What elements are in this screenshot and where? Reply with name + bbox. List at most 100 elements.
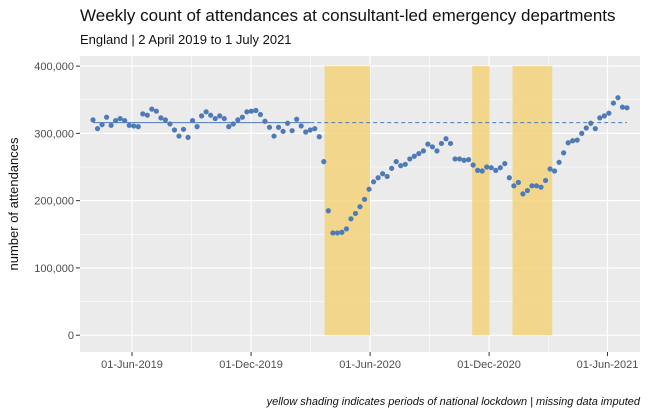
data-point <box>416 150 422 157</box>
data-point <box>189 117 196 124</box>
y-axis: 0 100,000 200,000 300,000 400,000 <box>34 61 80 342</box>
data-point <box>294 116 300 122</box>
data-point <box>529 183 535 189</box>
data-point <box>90 117 96 123</box>
data-point <box>479 168 485 174</box>
data-point <box>103 114 110 120</box>
data-point <box>475 167 481 173</box>
data-point <box>375 175 381 181</box>
data-point <box>303 129 309 135</box>
data-point <box>280 128 286 134</box>
data-point <box>370 179 377 185</box>
data-point <box>352 210 359 217</box>
data-point <box>117 115 123 122</box>
data-point <box>561 150 567 156</box>
data-point <box>94 126 101 132</box>
data-point <box>321 159 327 165</box>
data-point <box>135 124 141 130</box>
data-point <box>592 126 598 132</box>
data-point <box>565 140 571 146</box>
data-point <box>538 184 544 190</box>
data-point <box>579 130 585 136</box>
chart-title: Weekly count of attendances at consultan… <box>80 6 616 25</box>
data-point <box>393 159 399 165</box>
data-point <box>230 121 236 127</box>
data-point <box>556 159 562 165</box>
data-point <box>307 127 313 133</box>
y-tick-label: 400,000 <box>34 61 74 73</box>
x-tick-label: 01-Jun-2019 <box>101 359 163 371</box>
x-tick-label: 01-Jun-2020 <box>339 359 401 371</box>
data-point <box>619 104 626 110</box>
y-tick-label: 0 <box>68 330 74 342</box>
data-point <box>199 113 205 119</box>
data-point <box>131 123 137 129</box>
data-point <box>239 114 245 120</box>
data-point <box>343 226 350 232</box>
y-axis-label: number of attendances <box>6 137 21 270</box>
data-point <box>547 166 553 172</box>
data-point <box>203 109 209 115</box>
data-point <box>180 126 187 132</box>
data-point <box>488 165 494 171</box>
data-point <box>325 208 331 214</box>
data-point <box>511 183 517 189</box>
data-point <box>443 136 449 142</box>
data-point <box>257 111 264 118</box>
data-point <box>339 229 345 235</box>
data-point <box>515 179 521 186</box>
data-point <box>176 133 182 139</box>
data-point <box>588 120 594 126</box>
chart-caption: yellow shading indicates periods of nati… <box>266 396 640 408</box>
data-point <box>298 123 304 129</box>
data-point <box>624 105 630 111</box>
data-point <box>456 156 463 162</box>
x-tick-label: 01-Dec-2019 <box>219 359 283 371</box>
data-point <box>330 230 336 236</box>
chart-subtitle: England | 2 April 2019 to 1 July 2021 <box>80 32 292 47</box>
data-point <box>398 163 404 169</box>
data-point <box>158 115 164 121</box>
data-point <box>497 165 503 171</box>
data-point <box>570 138 576 144</box>
data-point <box>438 140 445 147</box>
data-point <box>271 133 277 139</box>
data-point <box>334 230 340 236</box>
data-point <box>361 196 368 202</box>
data-point <box>235 117 241 123</box>
data-point <box>167 121 173 127</box>
data-point <box>140 111 146 117</box>
data-point <box>461 157 467 163</box>
data-point <box>551 168 558 174</box>
data-point <box>348 216 354 222</box>
data-point <box>221 115 227 122</box>
data-point <box>289 128 295 134</box>
data-point <box>113 117 119 124</box>
x-tick-label: 01-Jun-2021 <box>577 359 639 371</box>
data-point <box>357 204 363 210</box>
y-tick-label: 200,000 <box>34 196 74 208</box>
data-point <box>253 107 259 114</box>
data-point <box>126 122 132 128</box>
data-point <box>217 113 223 119</box>
data-point <box>266 124 273 130</box>
data-point <box>470 162 476 168</box>
lockdown-band <box>472 66 490 336</box>
data-point <box>171 127 178 133</box>
data-point <box>185 134 191 140</box>
data-point <box>312 126 318 132</box>
data-point <box>583 125 589 131</box>
data-point <box>212 115 218 122</box>
data-point <box>162 117 169 123</box>
data-point <box>411 153 417 159</box>
data-point <box>601 113 607 119</box>
y-tick-label: 300,000 <box>34 128 74 140</box>
data-point <box>542 177 549 184</box>
data-point <box>366 186 372 192</box>
data-point <box>574 137 580 143</box>
data-point <box>153 108 159 114</box>
y-tick-label: 100,000 <box>34 263 74 275</box>
data-point <box>484 164 490 170</box>
x-tick-label: 01-Dec-2020 <box>457 359 521 371</box>
